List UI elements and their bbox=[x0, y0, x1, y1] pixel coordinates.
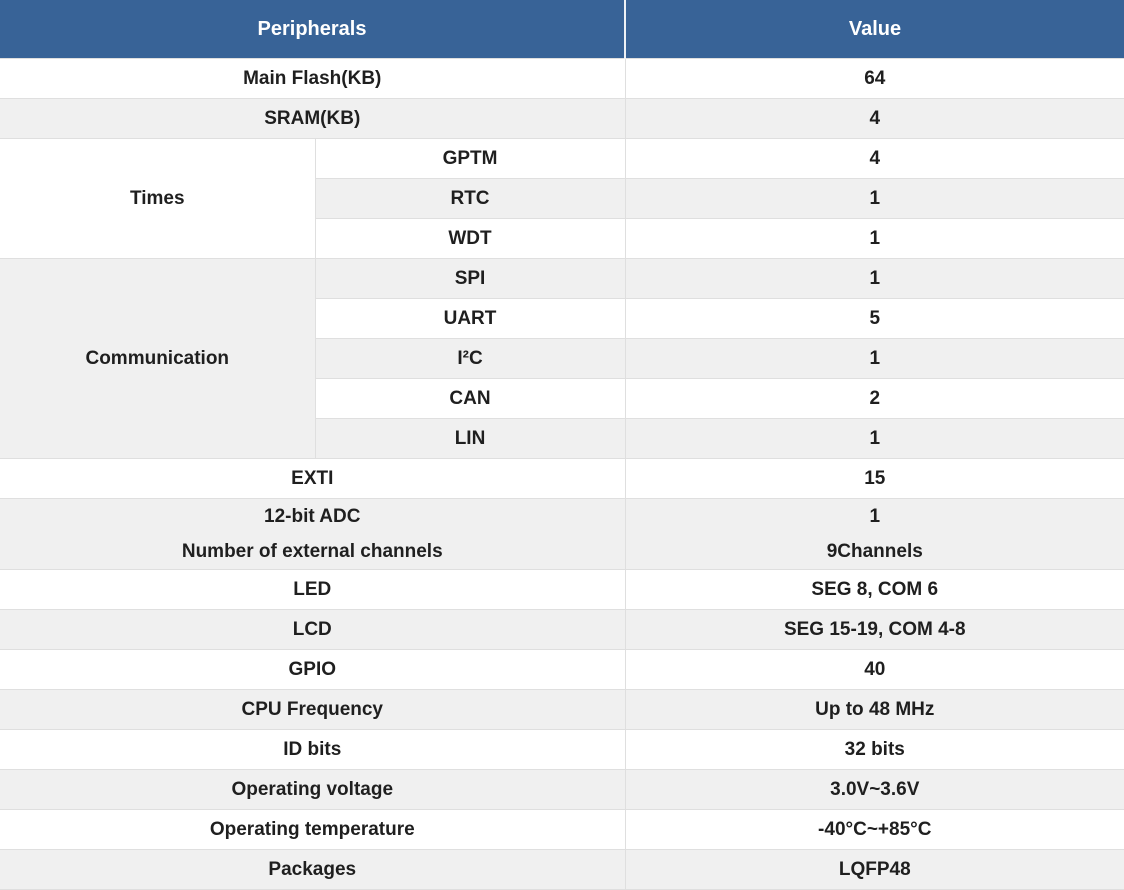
cell-value: 2 bbox=[624, 378, 1124, 419]
cell-value: 1 9Channels bbox=[624, 498, 1124, 570]
row-lcd: LCD SEG 15-19, COM 4-8 bbox=[0, 609, 1124, 650]
cell-value: 3.0V~3.6V bbox=[624, 769, 1124, 810]
cell-value: 1 bbox=[624, 178, 1124, 219]
cell-label: WDT bbox=[314, 218, 626, 259]
cell-label: Packages bbox=[0, 849, 626, 890]
header-row: Peripherals Value bbox=[0, 0, 1124, 59]
group-cell-times: Times bbox=[0, 138, 315, 259]
row-led: LED SEG 8, COM 6 bbox=[0, 569, 1124, 610]
row-times-wdt: WDT 1 bbox=[0, 218, 1124, 259]
row-comm-spi: Communication SPI 1 bbox=[0, 258, 1124, 459]
header-value: Value bbox=[624, 0, 1124, 59]
cell-label: LIN bbox=[314, 418, 626, 459]
cell-value: 15 bbox=[624, 458, 1124, 499]
adc-label-line1: 12-bit ADC bbox=[264, 506, 361, 527]
row-comm-uart: UART 5 bbox=[0, 298, 1124, 339]
row-main-flash: Main Flash(KB) 64 bbox=[0, 58, 1124, 99]
row-id-bits: ID bits 32 bits bbox=[0, 729, 1124, 770]
cell-label: RTC bbox=[314, 178, 626, 219]
cell-value: -40°C~+85°C bbox=[624, 809, 1124, 850]
row-comm-lin: LIN 1 bbox=[0, 418, 1124, 459]
adc-value-line1: 1 bbox=[869, 506, 881, 527]
cell-label: SRAM(KB) bbox=[0, 98, 626, 139]
cell-label: I²C bbox=[314, 338, 626, 379]
cell-value: 32 bits bbox=[624, 729, 1124, 770]
row-gpio: GPIO 40 bbox=[0, 649, 1124, 690]
row-adc: 12-bit ADC Number of external channels 1… bbox=[0, 498, 1124, 570]
group-cell-communication: Communication bbox=[0, 258, 315, 459]
cell-label: 12-bit ADC Number of external channels bbox=[0, 498, 626, 570]
cell-value: 64 bbox=[624, 58, 1124, 99]
cell-value: 1 bbox=[624, 338, 1124, 379]
cell-value: SEG 15-19, COM 4-8 bbox=[624, 609, 1124, 650]
header-peripherals: Peripherals bbox=[0, 0, 626, 59]
cell-label: LCD bbox=[0, 609, 626, 650]
cell-label: SPI bbox=[314, 258, 626, 299]
cell-value: 5 bbox=[624, 298, 1124, 339]
cell-label: UART bbox=[314, 298, 626, 339]
cell-label: Operating temperature bbox=[0, 809, 626, 850]
row-times-rtc: RTC 1 bbox=[0, 178, 1124, 219]
cell-label: LED bbox=[0, 569, 626, 610]
cell-value: LQFP48 bbox=[624, 849, 1124, 890]
cell-value: 4 bbox=[624, 98, 1124, 139]
adc-value-line2: 9Channels bbox=[826, 541, 923, 562]
cell-value: 1 bbox=[624, 218, 1124, 259]
cell-label: CAN bbox=[314, 378, 626, 419]
cell-value: 4 bbox=[624, 138, 1124, 179]
cell-label: GPTM bbox=[314, 138, 626, 179]
cell-label: Main Flash(KB) bbox=[0, 58, 626, 99]
row-operating-voltage: Operating voltage 3.0V~3.6V bbox=[0, 769, 1124, 810]
cell-value: 1 bbox=[624, 418, 1124, 459]
cell-value: 1 bbox=[624, 258, 1124, 299]
row-comm-can: CAN 2 bbox=[0, 378, 1124, 419]
cell-value: Up to 48 MHz bbox=[624, 689, 1124, 730]
cell-value: SEG 8, COM 6 bbox=[624, 569, 1124, 610]
row-exti: EXTI 15 bbox=[0, 458, 1124, 499]
cell-label: GPIO bbox=[0, 649, 626, 690]
table-header: Peripherals Value bbox=[0, 0, 1124, 59]
row-times-gptm: Times GPTM 4 bbox=[0, 138, 1124, 259]
cell-label: CPU Frequency bbox=[0, 689, 626, 730]
cell-label: Operating voltage bbox=[0, 769, 626, 810]
row-operating-temperature: Operating temperature -40°C~+85°C bbox=[0, 809, 1124, 850]
cell-label: EXTI bbox=[0, 458, 626, 499]
adc-label-line2: Number of external channels bbox=[181, 541, 443, 562]
row-sram: SRAM(KB) 4 bbox=[0, 98, 1124, 139]
row-cpu-frequency: CPU Frequency Up to 48 MHz bbox=[0, 689, 1124, 730]
row-comm-i2c: I²C 1 bbox=[0, 338, 1124, 379]
cell-label: ID bits bbox=[0, 729, 626, 770]
cell-value: 40 bbox=[624, 649, 1124, 690]
row-packages: Packages LQFP48 bbox=[0, 849, 1124, 890]
